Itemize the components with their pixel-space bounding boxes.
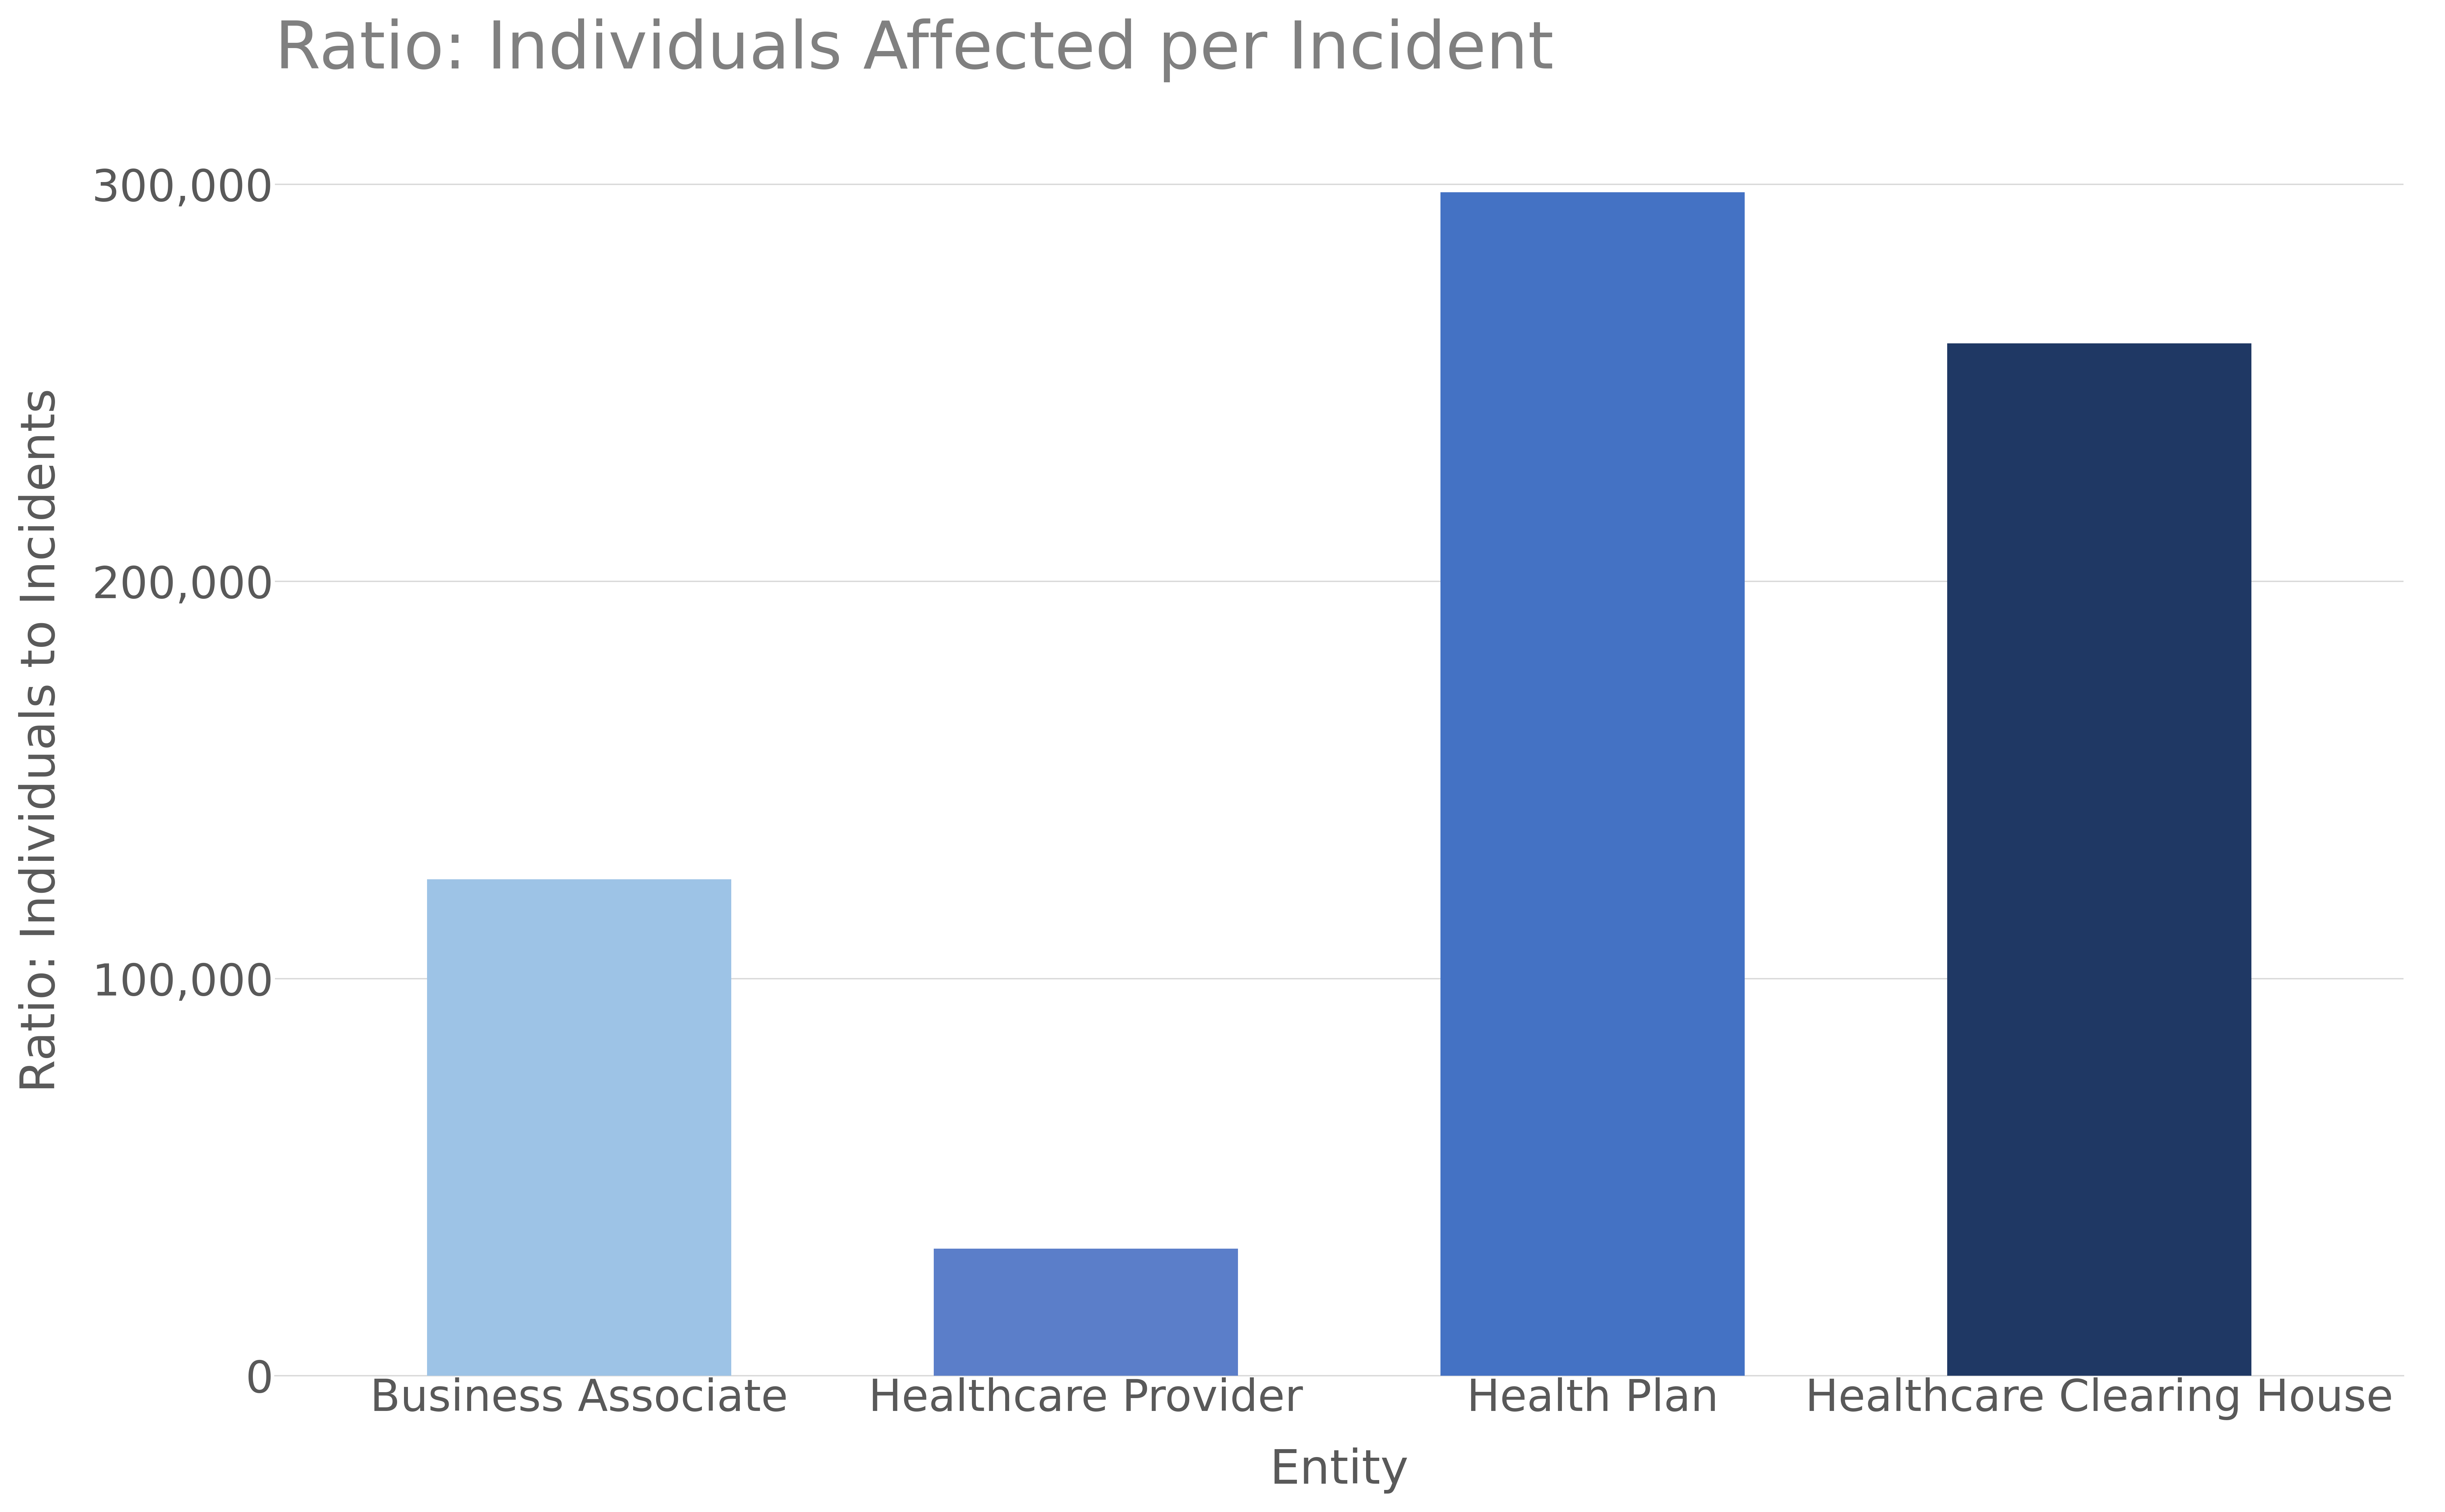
Bar (428, 880, 731, 1376)
Text: Ratio: Individuals Affected per Incident: Ratio: Individuals Affected per Incident (274, 18, 1555, 82)
Bar (1946, 343, 2252, 1376)
Y-axis label: Ratio: Individuals to Incidents: Ratio: Individuals to Incidents (17, 389, 64, 1093)
X-axis label: Entity: Entity (1269, 1447, 1408, 1494)
Bar (1440, 192, 1746, 1376)
Bar (934, 1249, 1237, 1376)
